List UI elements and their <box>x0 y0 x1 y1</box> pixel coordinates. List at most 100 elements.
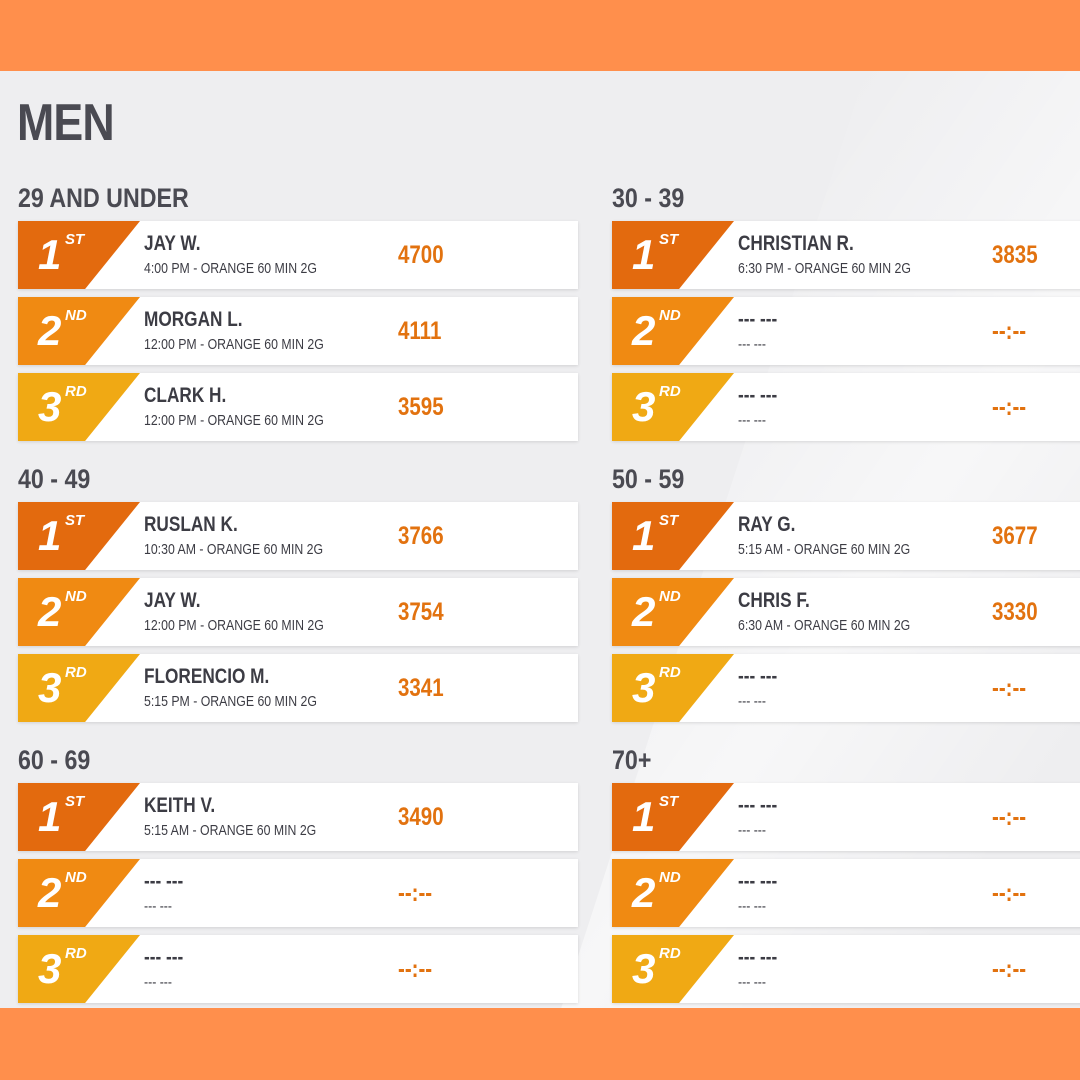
place-badge-third: 3 RD <box>612 935 734 1003</box>
class-info: 5:15 AM - ORANGE 60 MIN 2G <box>738 541 911 558</box>
place-badge-second: 2 ND <box>18 578 140 646</box>
class-info: --- --- <box>738 412 766 429</box>
place-number: 3 <box>632 945 656 992</box>
age-group-60-69: 60 - 69 1 ST KEITH V. 5:15 AM - ORANGE 60 … <box>18 743 578 1008</box>
class-info: 4:00 PM - ORANGE 60 MIN 2G <box>144 260 317 277</box>
class-info: 6:30 PM - ORANGE 60 MIN 2G <box>738 260 911 277</box>
class-info: 5:15 AM - ORANGE 60 MIN 2G <box>144 822 317 839</box>
leaderboard-panel: MEN 29 AND UNDER 1 ST JAY W. 4:00 PM - ORA… <box>0 71 1080 1008</box>
place-suffix: ST <box>65 512 85 529</box>
place-badge-first: 1 ST <box>18 502 140 570</box>
place-badge-first: 1 ST <box>612 221 734 289</box>
group-title: 50 - 59 <box>612 464 685 494</box>
place-suffix: RD <box>65 945 87 962</box>
place-suffix: ST <box>65 793 85 810</box>
place-suffix: RD <box>65 664 87 681</box>
class-info: --- --- <box>738 822 766 839</box>
athlete-name: --- --- <box>144 946 184 969</box>
score: 4111 <box>398 317 442 345</box>
place-number: 1 <box>632 793 656 840</box>
athlete-name: KEITH V. <box>144 794 216 817</box>
place-badge-second: 2 ND <box>612 859 734 927</box>
class-info: --- --- <box>738 974 766 991</box>
athlete-name: --- --- <box>738 946 778 969</box>
class-info: --- --- <box>738 693 766 710</box>
score: 3341 <box>398 674 444 702</box>
score: --:-- <box>398 879 433 907</box>
score: --:-- <box>992 317 1027 345</box>
leaderboard-row: 2 ND JAY W. 12:00 PM - ORANGE 60 MIN 2G 37… <box>18 578 578 646</box>
leaderboard-row: 2 ND MORGAN L. 12:00 PM - ORANGE 60 MIN 2G… <box>18 297 578 365</box>
place-badge-third: 3 RD <box>18 654 140 722</box>
score: 3490 <box>398 803 444 831</box>
place-number: 3 <box>38 383 62 430</box>
class-info: 5:15 PM - ORANGE 60 MIN 2G <box>144 693 317 710</box>
place-number: 2 <box>38 869 62 916</box>
place-suffix: ND <box>65 307 87 324</box>
athlete-name: --- --- <box>144 870 184 893</box>
place-suffix: RD <box>659 664 681 681</box>
leaderboard-row: 3 RD --- --- --- --- --:-- <box>612 654 1080 722</box>
place-badge-third: 3 RD <box>612 373 734 441</box>
place-suffix: RD <box>659 945 681 962</box>
place-number: 3 <box>632 383 656 430</box>
leaderboard-row: 1 ST RUSLAN K. 10:30 AM - ORANGE 60 MIN 2G… <box>18 502 578 570</box>
place-number: 2 <box>632 869 656 916</box>
score: 4700 <box>398 241 444 269</box>
age-group-40-49: 40 - 49 1 ST RUSLAN K. 10:30 AM - ORANGE 6… <box>18 462 578 730</box>
score: 3677 <box>992 522 1038 550</box>
athlete-name: --- --- <box>738 308 778 331</box>
place-suffix: ST <box>659 512 679 529</box>
leaderboard-row: 1 ST CHRISTIAN R. 6:30 PM - ORANGE 60 MIN … <box>612 221 1080 289</box>
athlete-name: JAY W. <box>144 589 201 612</box>
group-title: 70+ <box>612 745 652 775</box>
leaderboard-row: 2 ND --- --- --- --- --:-- <box>612 859 1080 927</box>
score: --:-- <box>992 879 1027 907</box>
place-number: 1 <box>38 512 62 559</box>
place-suffix: RD <box>659 383 681 400</box>
place-badge-second: 2 ND <box>612 578 734 646</box>
age-group-70-plus: 70+ 1 ST --- --- --- --- --:-- 2 ND --- ---… <box>612 743 1080 1008</box>
athlete-name: JAY W. <box>144 232 201 255</box>
place-number: 2 <box>38 588 62 635</box>
class-info: 6:30 AM - ORANGE 60 MIN 2G <box>738 617 911 634</box>
leaderboard-row: 1 ST KEITH V. 5:15 AM - ORANGE 60 MIN 2G 3… <box>18 783 578 851</box>
place-suffix: ND <box>659 307 681 324</box>
athlete-name: RUSLAN K. <box>144 513 238 536</box>
place-suffix: ND <box>659 588 681 605</box>
class-info: --- --- <box>144 974 172 991</box>
class-info: --- --- <box>738 336 766 353</box>
age-group-29-and-under: 29 AND UNDER 1 ST JAY W. 4:00 PM - ORANGE … <box>18 181 578 449</box>
class-info: 10:30 AM - ORANGE 60 MIN 2G <box>144 541 324 558</box>
score: 3595 <box>398 393 444 421</box>
group-title: 60 - 69 <box>18 745 91 775</box>
place-badge-third: 3 RD <box>612 654 734 722</box>
place-suffix: ND <box>65 588 87 605</box>
group-title: 40 - 49 <box>18 464 91 494</box>
place-suffix: ND <box>65 869 87 886</box>
page-title: MEN <box>17 94 115 152</box>
athlete-name: --- --- <box>738 794 778 817</box>
leaderboard-row: 1 ST JAY W. 4:00 PM - ORANGE 60 MIN 2G 470… <box>18 221 578 289</box>
place-badge-second: 2 ND <box>18 297 140 365</box>
place-badge-first: 1 ST <box>18 783 140 851</box>
leaderboard-row: 1 ST RAY G. 5:15 AM - ORANGE 60 MIN 2G 367… <box>612 502 1080 570</box>
athlete-name: --- --- <box>738 665 778 688</box>
age-group-30-39: 30 - 39 1 ST CHRISTIAN R. 6:30 PM - ORANGE… <box>612 181 1080 449</box>
athlete-name: FLORENCIO M. <box>144 665 270 688</box>
score: --:-- <box>992 803 1027 831</box>
leaderboard-row: 3 RD CLARK H. 12:00 PM - ORANGE 60 MIN 2G … <box>18 373 578 441</box>
place-number: 2 <box>632 588 656 635</box>
score: --:-- <box>398 955 433 983</box>
leaderboard-row: 2 ND --- --- --- --- --:-- <box>612 297 1080 365</box>
score: --:-- <box>992 955 1027 983</box>
place-suffix: RD <box>65 383 87 400</box>
score: 3766 <box>398 522 444 550</box>
score: 3330 <box>992 598 1038 626</box>
place-badge-first: 1 ST <box>18 221 140 289</box>
score: --:-- <box>992 674 1027 702</box>
score: 3754 <box>398 598 444 626</box>
leaderboard-row: 2 ND CHRIS F. 6:30 AM - ORANGE 60 MIN 2G 3… <box>612 578 1080 646</box>
place-number: 3 <box>38 945 62 992</box>
athlete-name: MORGAN L. <box>144 308 243 331</box>
